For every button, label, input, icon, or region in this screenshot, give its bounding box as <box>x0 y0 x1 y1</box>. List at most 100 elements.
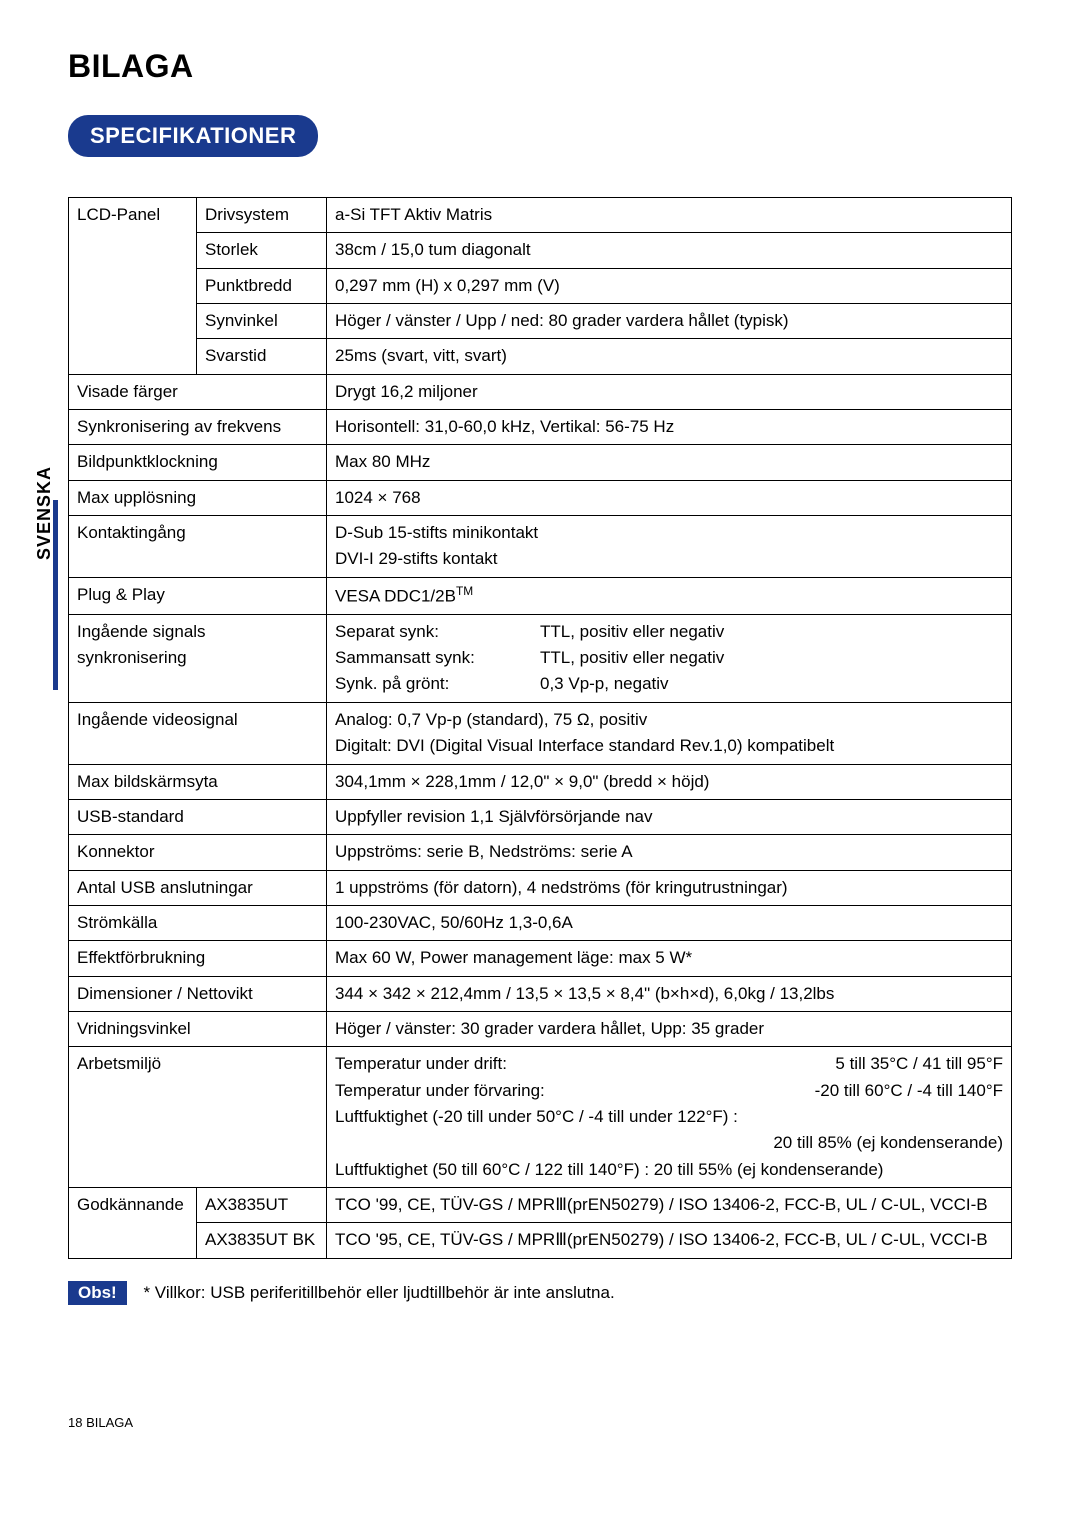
table-row: Vridningsvinkel Höger / vänster: 30 grad… <box>69 1011 1012 1046</box>
cell: Höger / vänster: 30 grader vardera hålle… <box>327 1011 1012 1046</box>
cell: Max 80 MHz <box>327 445 1012 480</box>
table-row: Storlek 38cm / 15,0 tum diagonalt <box>69 233 1012 268</box>
cell: Synvinkel <box>197 304 327 339</box>
cell: 344 × 342 × 212,4mm / 13,5 × 13,5 × 8,4"… <box>327 976 1012 1011</box>
page-footer: 18 BILAGA <box>68 1415 1012 1430</box>
cell: a-Si TFT Aktiv Matris <box>327 198 1012 233</box>
cell: Analog: 0,7 Vp-p (standard), 75 Ω, posit… <box>327 702 1012 764</box>
nested-right: 0,3 Vp-p, negativ <box>540 671 669 697</box>
section-heading: SPECIFIKATIONER <box>68 115 318 157</box>
cell: Ingående videosignal <box>69 702 327 764</box>
nested-right: TTL, positiv eller negativ <box>540 619 724 645</box>
cell: 1 uppströms (för datorn), 4 nedströms (f… <box>327 870 1012 905</box>
table-row: Arbetsmiljö Temperatur under drift: 5 ti… <box>69 1047 1012 1188</box>
cell: 25ms (svart, vitt, svart) <box>327 339 1012 374</box>
env-right: -20 till 60°C / -4 till 140°F <box>815 1078 1003 1104</box>
cell: Drivsystem <box>197 198 327 233</box>
cell: Plug & Play <box>69 577 327 614</box>
value-line: Digitalt: DVI (Digital Visual Interface … <box>335 736 834 755</box>
cell: Max 60 W, Power management läge: max 5 W… <box>327 941 1012 976</box>
cell: 38cm / 15,0 tum diagonalt <box>327 233 1012 268</box>
table-row: USB-standard Uppfyller revision 1,1 Själ… <box>69 799 1012 834</box>
cell: Svarstid <box>197 339 327 374</box>
table-row: Effektförbrukning Max 60 W, Power manage… <box>69 941 1012 976</box>
cell-lcd-panel: LCD-Panel <box>69 198 197 375</box>
table-row: Dimensioner / Nettovikt 344 × 342 × 212,… <box>69 976 1012 1011</box>
nested-left: Separat synk: <box>335 619 540 645</box>
table-row: Synvinkel Höger / vänster / Upp / ned: 8… <box>69 304 1012 339</box>
cell: VESA DDC1/2BTM <box>327 577 1012 614</box>
table-row: AX3835UT BK TCO '95, CE, TÜV-GS / MPRⅢ(p… <box>69 1223 1012 1258</box>
cell: Temperatur under drift: 5 till 35°C / 41… <box>327 1047 1012 1188</box>
cell: 1024 × 768 <box>327 480 1012 515</box>
page: BILAGA SPECIFIKATIONER SVENSKA LCD-Panel… <box>0 0 1080 1470</box>
table-row: Plug & Play VESA DDC1/2BTM <box>69 577 1012 614</box>
nested-left: Synk. på grönt: <box>335 671 540 697</box>
cell: Ingående signals synkronisering <box>69 614 327 702</box>
cell: TCO '95, CE, TÜV-GS / MPRⅢ(prEN50279) / … <box>327 1223 1012 1258</box>
table-row: Kontaktingång D-Sub 15-stifts minikontak… <box>69 516 1012 578</box>
note-text: * Villkor: USB periferitillbehör eller l… <box>143 1283 614 1302</box>
table-row: Konnektor Uppströms: serie B, Nedströms:… <box>69 835 1012 870</box>
cell: Effektförbrukning <box>69 941 327 976</box>
cell: Dimensioner / Nettovikt <box>69 976 327 1011</box>
table-row: Max bildskärmsyta 304,1mm × 228,1mm / 12… <box>69 764 1012 799</box>
cell: Arbetsmiljö <box>69 1047 327 1188</box>
cell: Höger / vänster / Upp / ned: 80 grader v… <box>327 304 1012 339</box>
env-right: 20 till 85% (ej kondenserande) <box>335 1130 1003 1156</box>
table-row: LCD-Panel Drivsystem a-Si TFT Aktiv Matr… <box>69 198 1012 233</box>
table-row: Synkronisering av frekvens Horisontell: … <box>69 410 1012 445</box>
language-tab: SVENSKA <box>34 466 55 560</box>
note: Obs! * Villkor: USB periferitillbehör el… <box>68 1281 1012 1305</box>
table-row: Ingående videosignal Analog: 0,7 Vp-p (s… <box>69 702 1012 764</box>
cell: Uppströms: serie B, Nedströms: serie A <box>327 835 1012 870</box>
cell: Antal USB anslutningar <box>69 870 327 905</box>
table-row: Svarstid 25ms (svart, vitt, svart) <box>69 339 1012 374</box>
key-line: synkronisering <box>77 648 187 667</box>
cell: Max bildskärmsyta <box>69 764 327 799</box>
tm-mark: TM <box>456 584 473 598</box>
cell: Visade färger <box>69 374 327 409</box>
cell: Vridningsvinkel <box>69 1011 327 1046</box>
cell: Kontaktingång <box>69 516 327 578</box>
cell: Punktbredd <box>197 268 327 303</box>
value-line: DVI-I 29-stifts kontakt <box>335 549 498 568</box>
cell: Uppfyller revision 1,1 Självförsörjande … <box>327 799 1012 834</box>
value: VESA DDC1/2B <box>335 586 456 605</box>
nested-right: TTL, positiv eller negativ <box>540 645 724 671</box>
cell: 100-230VAC, 50/60Hz 1,3-0,6A <box>327 905 1012 940</box>
cell: Horisontell: 31,0-60,0 kHz, Vertikal: 56… <box>327 410 1012 445</box>
cell-godkannande: Godkännande <box>69 1187 197 1258</box>
cell: 304,1mm × 228,1mm / 12,0" × 9,0" (bredd … <box>327 764 1012 799</box>
nested-left: Sammansatt synk: <box>335 645 540 671</box>
cell: TCO '99, CE, TÜV-GS / MPRⅢ(prEN50279) / … <box>327 1187 1012 1222</box>
table-row: Max upplösning 1024 × 768 <box>69 480 1012 515</box>
env-left: Temperatur under drift: <box>335 1051 507 1077</box>
cell: Bildpunktklockning <box>69 445 327 480</box>
env-left: Temperatur under förvaring: <box>335 1078 545 1104</box>
spec-table: LCD-Panel Drivsystem a-Si TFT Aktiv Matr… <box>68 197 1012 1259</box>
note-label: Obs! <box>68 1281 127 1305</box>
key-line: Ingående signals <box>77 622 206 641</box>
env-right: 5 till 35°C / 41 till 95°F <box>835 1051 1003 1077</box>
cell: AX3835UT BK <box>197 1223 327 1258</box>
table-row: Godkännande AX3835UT TCO '99, CE, TÜV-GS… <box>69 1187 1012 1222</box>
env-line: Luftfuktighet (-20 till under 50°C / -4 … <box>335 1104 1003 1130</box>
env-line: Luftfuktighet (50 till 60°C / 122 till 1… <box>335 1157 1003 1183</box>
table-row: Strömkälla 100-230VAC, 50/60Hz 1,3-0,6A <box>69 905 1012 940</box>
page-title: BILAGA <box>68 48 1012 85</box>
table-row: Antal USB anslutningar 1 uppströms (för … <box>69 870 1012 905</box>
table-row: Punktbredd 0,297 mm (H) x 0,297 mm (V) <box>69 268 1012 303</box>
value-line: Analog: 0,7 Vp-p (standard), 75 Ω, posit… <box>335 710 647 729</box>
cell: Storlek <box>197 233 327 268</box>
cell: Drygt 16,2 miljoner <box>327 374 1012 409</box>
cell: Konnektor <box>69 835 327 870</box>
table-row: Visade färger Drygt 16,2 miljoner <box>69 374 1012 409</box>
cell: USB-standard <box>69 799 327 834</box>
cell: AX3835UT <box>197 1187 327 1222</box>
value-line: D-Sub 15-stifts minikontakt <box>335 523 538 542</box>
cell: Max upplösning <box>69 480 327 515</box>
cell: D-Sub 15-stifts minikontakt DVI-I 29-sti… <box>327 516 1012 578</box>
cell: Separat synk:TTL, positiv eller negativ … <box>327 614 1012 702</box>
cell: Strömkälla <box>69 905 327 940</box>
